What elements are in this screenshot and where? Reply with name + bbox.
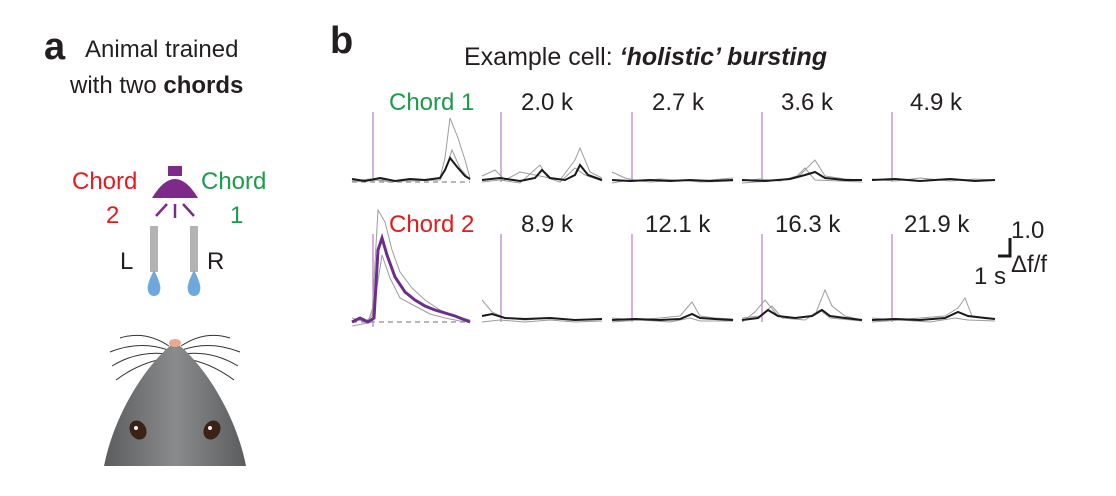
row2-chord-label: Chord 2 [389,211,475,238]
lick-spout-left [147,226,161,296]
lick-right-label: R [207,248,225,275]
panel-b-title-emphasis: ‘holistic’ bursting [619,43,828,71]
scalebar-x-value: 1 s [974,263,1007,290]
tone-label: 3.6 k [781,89,834,116]
chord2-speaker-number: 2 [106,202,120,229]
tone-label: 2.0 k [521,89,574,116]
panel-b-title: Example cell: ‘holistic’ bursting [464,43,827,72]
tone-label: 16.3 k [775,211,841,238]
trace-row1-tone2 [611,112,734,184]
scalebar-y-value: 1.0 [1011,217,1045,244]
speaker-icon [152,166,198,198]
trace-row1-tone3 [741,112,863,184]
panel-b-letter: b [330,20,354,62]
trace-row1-tone1 [481,112,603,184]
tone-label: 4.9 k [910,89,963,116]
panel-a-title-prefix: with two [70,72,164,99]
trace-row1-tone4 [871,112,996,183]
chord2-speaker-label: Chord [72,168,138,195]
trace-row2-tone2 [611,234,734,323]
scalebar-y-unit: Δf/f [1011,251,1048,278]
tone-label: 12.1 k [645,211,711,238]
trace-row2-chord2 [351,208,471,327]
panel-a-letter: a [44,26,66,68]
mouse-head-icon [104,334,246,466]
trace-row2-tone4 [871,234,996,323]
sound-wave-icon [155,203,195,218]
panel-a-title-bold: chords [163,72,244,99]
trace-row1-chord1 [351,112,471,183]
panel-a-title-line1: Animal trained [85,36,239,63]
chord1-speaker-label: Chord [201,168,267,195]
panel-a-title-line2: with two chords [70,72,243,100]
chord1-speaker-number: 1 [230,202,244,229]
tone-label: 2.7 k [652,89,705,116]
tone-label: 8.9 k [521,211,574,238]
lick-spout-right [187,226,201,296]
row1-chord-label: Chord 1 [389,89,475,116]
scalebar [998,238,1012,258]
trace-row2-tone1 [481,234,603,323]
trace-row2-tone3 [741,234,863,323]
tone-label: 21.9 k [904,211,970,238]
panel-b-title-prefix: Example cell: [464,43,620,71]
lick-left-label: L [120,248,134,275]
